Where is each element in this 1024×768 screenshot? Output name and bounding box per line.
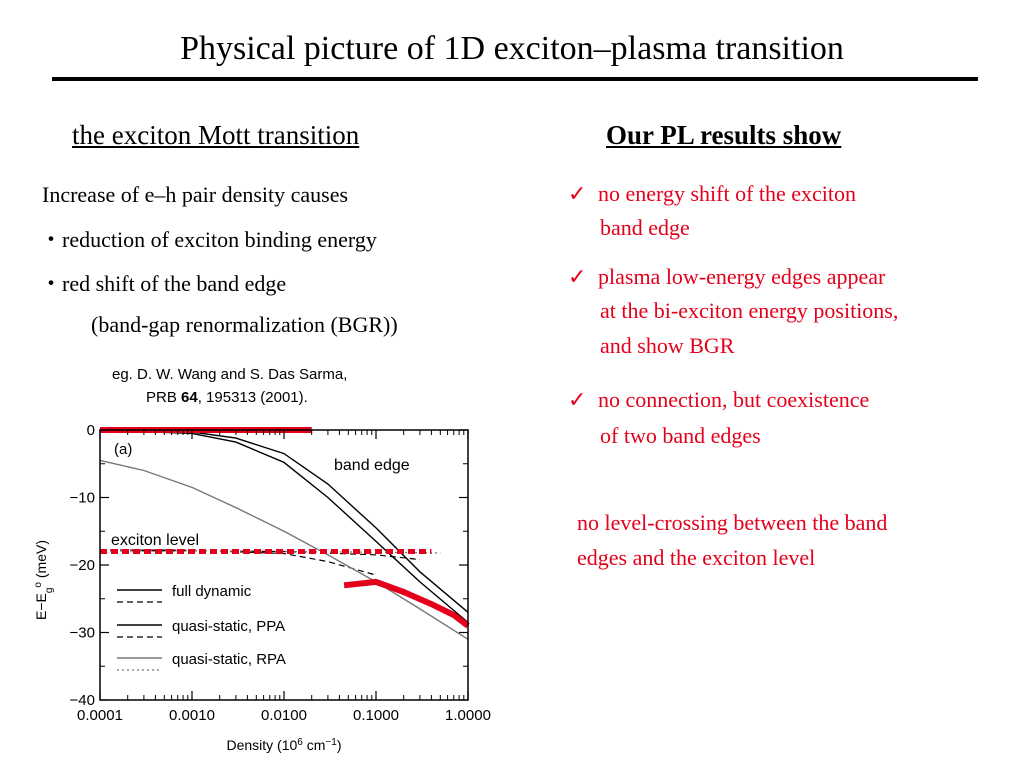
y-axis-title: E−Ego (meV): [33, 540, 55, 620]
x-tick-label: 0.0010: [169, 707, 215, 724]
x-axis-title-sup: 6: [297, 737, 303, 748]
left-bullet-1: ・reduction of exciton binding energy: [40, 227, 377, 252]
reference-line-1: eg. D. W. Wang and S. Das Sarma,: [112, 366, 348, 383]
result-item-2-line-3: and show BGR: [600, 333, 735, 358]
right-heading: Our PL results show: [606, 120, 842, 150]
y-tick-label: 0: [87, 422, 95, 439]
left-intro: Increase of e–h pair density causes: [42, 182, 349, 207]
bgr-note: (band-gap renormalization (BGR)): [91, 312, 398, 337]
energy-vs-density-chart: 0.0001 0.0010 0.0100 0.1000 1.0000 0 −10 −20 −30…: [33, 422, 491, 754]
legend-label: full dynamic: [172, 583, 252, 600]
series-line: [99, 429, 469, 613]
exciton-level-label: exciton level: [111, 532, 199, 549]
x-axis-title-close: ): [337, 737, 342, 753]
left-bullet-2: ・red shift of the band edge: [40, 271, 287, 296]
series-line: [99, 429, 469, 623]
x-axis-title-main: Density (10: [226, 737, 297, 753]
series-line: [99, 459, 469, 640]
result-item-1-line-1: no energy shift of the exciton: [598, 181, 857, 206]
result-item-2-line-1: plasma low-energy edges appear: [598, 264, 886, 289]
y-axis-title-main: E−E: [33, 593, 49, 620]
result-item-3: ✓ no connection, but coexistence: [568, 387, 869, 413]
reference-line-2: PRB 64, 195313 (2001).: [146, 389, 308, 406]
x-axis-title-unit: cm: [303, 737, 326, 753]
checkmark-icon: ✓: [568, 264, 587, 289]
x-tick-label: 0.0100: [261, 707, 307, 724]
y-axis-title-unit: (meV): [33, 540, 49, 582]
result-item-3-line-2: of two band edges: [600, 423, 761, 448]
y-tick-label: −20: [70, 557, 95, 574]
result-item-1-line-2: band edge: [600, 215, 690, 240]
reference-journal: PRB: [146, 389, 182, 406]
checkmark-icon: ✓: [568, 181, 587, 206]
y-tick-label: −40: [70, 692, 95, 709]
checkmark-icon: ✓: [568, 387, 587, 412]
result-item-2: ✓ plasma low-energy edges appear: [568, 264, 885, 290]
conclusion-line-1: no level-crossing between the band: [577, 510, 888, 535]
result-item-1: ✓ no energy shift of the exciton: [568, 181, 856, 207]
slide-title: Physical picture of 1D exciton–plasma tr…: [180, 30, 844, 67]
legend-label: quasi-static, PPA: [172, 618, 285, 635]
title-divider: [52, 77, 978, 81]
plasma-edge-marker: [343, 578, 470, 629]
x-tick-label: 0.0001: [77, 707, 123, 724]
x-tick-label: 1.0000: [445, 707, 491, 724]
x-axis-title: Density (106 cm−1): [226, 737, 341, 754]
x-axis-title-sup: −1: [325, 737, 337, 748]
result-item-3-line-1: no connection, but coexistence: [598, 387, 870, 412]
y-tick-label: −30: [70, 625, 95, 642]
y-axis-title-sub: g: [44, 588, 55, 594]
legend-label: quasi-static, RPA: [172, 651, 286, 668]
result-item-2-line-2: at the bi-exciton energy positions,: [600, 298, 899, 323]
chart-overlays: [100, 427, 470, 629]
chart-ticks: 0.0001 0.0010 0.0100 0.1000 1.0000 0 −10 −20 −30…: [70, 422, 491, 724]
conclusion-line-2: edges and the exciton level: [577, 545, 816, 570]
band-edge-label: band edge: [334, 457, 410, 474]
left-heading: the exciton Mott transition: [72, 120, 360, 150]
chart-legend: full dynamic quasi-static, PPA quasi-stati…: [117, 583, 286, 671]
x-tick-label: 0.1000: [353, 707, 399, 724]
y-axis-title-sup: o: [33, 582, 44, 588]
y-tick-label: −10: [70, 490, 95, 507]
panel-label: (a): [114, 441, 132, 458]
reference-volume: 64: [181, 389, 198, 406]
reference-pages: , 195313 (2001).: [197, 389, 308, 406]
